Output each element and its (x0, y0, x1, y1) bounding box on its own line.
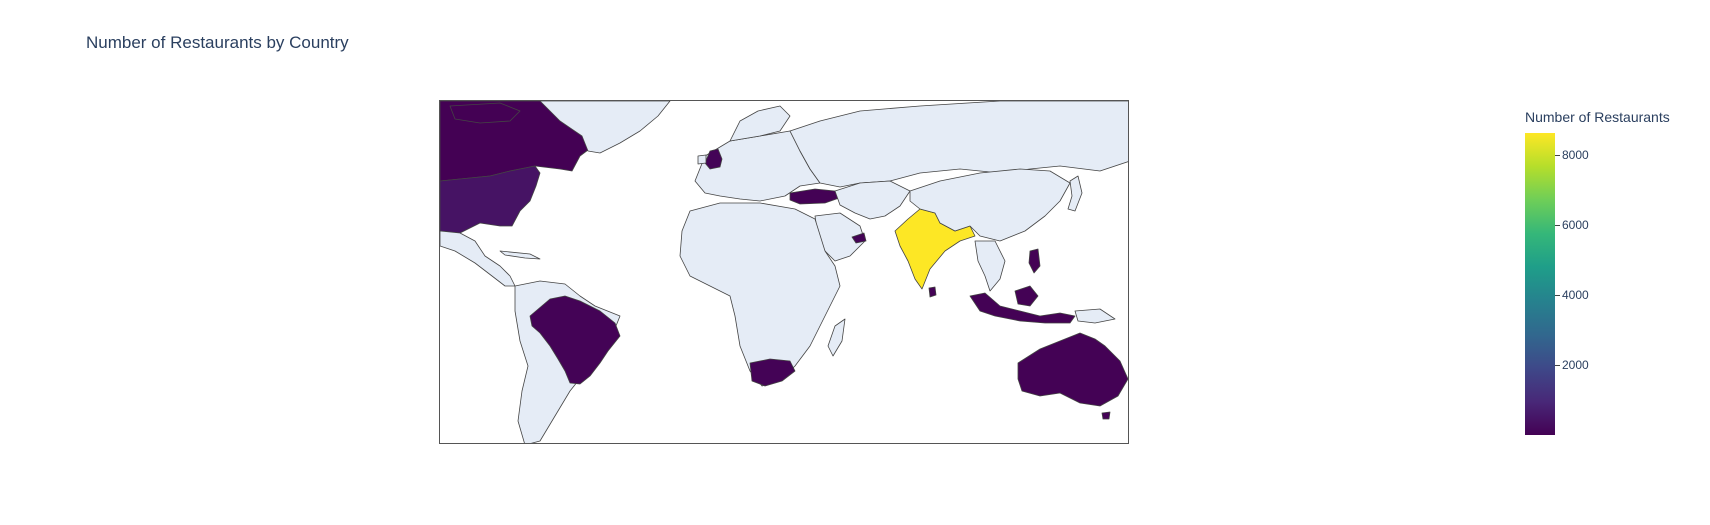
colorbar-tick (1555, 155, 1560, 156)
region-scandinavia[interactable] (729, 105, 791, 142)
world-map[interactable] (440, 101, 1129, 444)
colorbar-tick (1555, 365, 1560, 366)
country-south-africa[interactable] (749, 358, 796, 387)
country-canada-islands[interactable] (449, 102, 521, 124)
country-papua[interactable] (1074, 308, 1116, 324)
region-central-asia[interactable] (834, 180, 911, 220)
country-japan[interactable] (1067, 175, 1083, 212)
country-ireland[interactable] (697, 154, 707, 165)
country-philippines[interactable] (1028, 248, 1041, 274)
colorbar-label-2000: 2000 (1562, 358, 1589, 372)
region-east-asia[interactable] (909, 168, 1071, 242)
region-southeast-asia[interactable] (974, 240, 1006, 292)
colorbar-label-4000: 4000 (1562, 288, 1589, 302)
country-turkey[interactable] (789, 188, 843, 205)
colorbar-gradient (1525, 133, 1555, 435)
country-australia[interactable] (1017, 332, 1128, 407)
country-cuba[interactable] (499, 250, 541, 260)
region-russia[interactable] (789, 101, 1129, 188)
country-uae[interactable] (851, 232, 867, 244)
country-uk[interactable] (704, 148, 723, 170)
country-tasmania[interactable] (1101, 411, 1111, 420)
colorbar-label-8000: 8000 (1562, 148, 1589, 162)
country-borneo[interactable] (1014, 285, 1039, 307)
map-frame[interactable] (439, 100, 1129, 444)
country-madagascar[interactable] (827, 318, 846, 357)
colorbar-tick (1555, 225, 1560, 226)
country-brazil[interactable] (529, 295, 621, 385)
colorbar-tick (1555, 295, 1560, 296)
colorbar-label-6000: 6000 (1562, 218, 1589, 232)
country-indonesia[interactable] (969, 292, 1076, 324)
country-greenland[interactable] (539, 101, 671, 154)
country-sri-lanka[interactable] (928, 286, 937, 298)
region-africa[interactable] (679, 202, 841, 387)
country-mexico[interactable] (440, 230, 516, 287)
country-usa[interactable] (440, 165, 541, 234)
colorbar-title: Number of Restaurants (1525, 109, 1670, 125)
chart-title: Number of Restaurants by Country (86, 33, 349, 52)
colorbar: Number of Restaurants 2000 4000 6000 800… (1525, 109, 1710, 439)
